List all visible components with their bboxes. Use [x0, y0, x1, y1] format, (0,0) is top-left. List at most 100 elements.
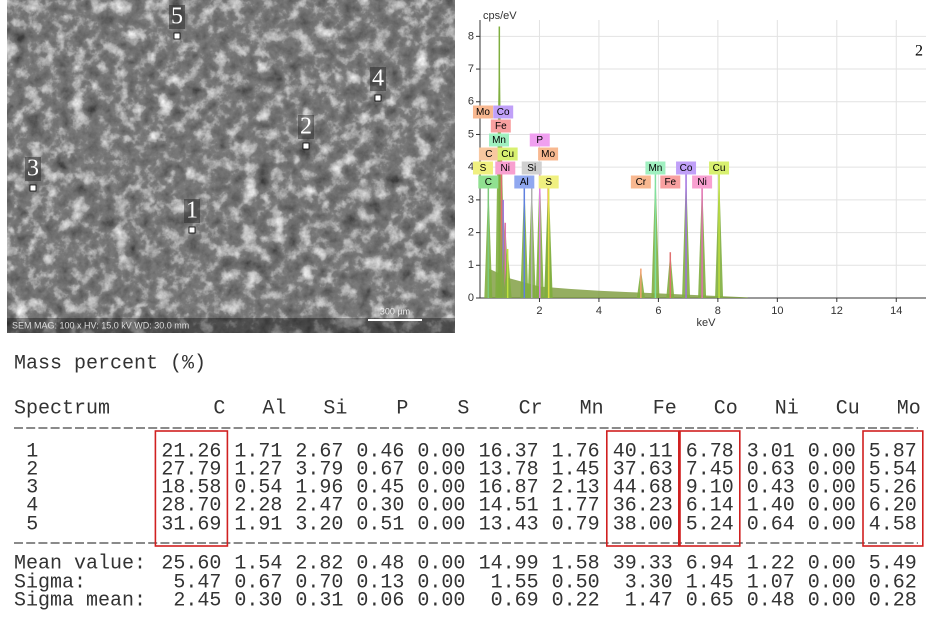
summary-cell: 0.00 [808, 571, 856, 594]
summary-cell: 1.45 [686, 571, 734, 594]
marker-point [374, 94, 382, 102]
summary-cell: 0.28 [869, 589, 917, 612]
summary-cell: 1.54 [234, 552, 282, 575]
marker-background [298, 115, 314, 139]
element-box [495, 161, 516, 175]
summary-cell: 0.62 [869, 571, 917, 594]
element-box [529, 133, 550, 147]
continuum-area [488, 268, 748, 298]
row-label: 5 [26, 513, 38, 536]
element-box [692, 175, 713, 189]
column-header: Fe [653, 397, 677, 420]
summary-cell: 39.33 [613, 552, 673, 575]
element-label: Fe [664, 177, 676, 188]
element-box [514, 175, 535, 189]
y-tick-label: 2 [468, 226, 474, 238]
sem-info-bar [7, 318, 455, 333]
marker-background [184, 199, 200, 223]
cell: 44.68 [613, 476, 673, 499]
element-box [676, 161, 697, 175]
sem-markers: 1 2 3 4 5 [25, 4, 386, 234]
cell: 0.00 [417, 440, 465, 463]
x-tick-label: 4 [596, 305, 602, 317]
highlight-box [154, 430, 229, 547]
cell: 1.45 [552, 458, 600, 481]
cell: 31.69 [161, 513, 221, 536]
y-tick-label: 6 [468, 96, 474, 108]
cell: 13.78 [479, 458, 539, 481]
cell: 27.79 [161, 458, 221, 481]
summary-label: Sigma: [14, 571, 86, 594]
cell: 4.58 [869, 513, 917, 536]
row-label: 4 [26, 494, 38, 517]
element-box [478, 147, 499, 161]
summary-cell: 0.31 [295, 589, 343, 612]
x-axis-label: keV [697, 317, 717, 329]
summary-cell: 1.22 [747, 552, 795, 575]
element-label: Co [680, 163, 693, 174]
element-box [630, 175, 651, 189]
element-box [497, 147, 518, 161]
column-header: Cr [519, 397, 543, 420]
summary-cell: 0.48 [747, 589, 795, 612]
x-tick-label: 8 [715, 305, 721, 317]
cell: 0.46 [356, 440, 404, 463]
element-label: Fe [495, 121, 507, 132]
summary-cell: 1.58 [552, 552, 600, 575]
cell: 6.78 [686, 440, 734, 463]
summary-cell: 0.13 [356, 571, 404, 594]
summary-cell: 14.99 [479, 552, 539, 575]
cell: 5.24 [686, 513, 734, 536]
marker-label: 2 [300, 114, 312, 140]
element-label: Co [497, 107, 510, 118]
column-header: P [396, 397, 408, 420]
x-tick-label: 6 [655, 305, 661, 317]
cell: 0.00 [417, 476, 465, 499]
cell: 0.00 [808, 440, 856, 463]
element-label: Mo [476, 107, 490, 118]
element-box [472, 105, 493, 119]
column-header: Si [323, 397, 347, 420]
summary-cell: 0.06 [356, 589, 404, 612]
sem-image [7, 0, 455, 333]
cell: 2.67 [295, 440, 343, 463]
summary-cell: 0.00 [417, 552, 465, 575]
element-box [489, 133, 510, 147]
summary-cell: 0.00 [417, 589, 465, 612]
summary-cell: 0.69 [491, 589, 539, 612]
x-tick-label: 14 [890, 305, 902, 317]
cell: 0.00 [808, 476, 856, 499]
cell: 0.79 [552, 513, 600, 536]
marker-label: 3 [27, 156, 39, 182]
cell: 14.51 [479, 494, 539, 517]
cell: 3.79 [295, 458, 343, 481]
cell: 2.47 [295, 494, 343, 517]
marker-label: 1 [186, 198, 198, 224]
element-label: Cu [713, 163, 726, 174]
summary-cell: 1.55 [491, 571, 539, 594]
x-tick-label: 10 [771, 305, 783, 317]
column-header: Ni [775, 397, 799, 420]
cell: 37.63 [613, 458, 673, 481]
marker-label: 4 [372, 66, 384, 92]
marker-point [29, 184, 37, 192]
marker-point [173, 32, 181, 40]
summary-cell: 0.50 [552, 571, 600, 594]
cell: 0.64 [747, 513, 795, 536]
cell: 38.00 [613, 513, 673, 536]
cell: 21.26 [161, 440, 221, 463]
y-tick-label: 4 [468, 161, 474, 173]
cell: 0.00 [808, 494, 856, 517]
y-tick-label: 8 [468, 30, 474, 42]
marker-background [169, 5, 185, 29]
element-label: C [485, 149, 492, 160]
element-label: S [480, 163, 487, 174]
column-header: Cu [836, 397, 860, 420]
y-axis-label: cps/eV [483, 10, 517, 22]
summary-cell: 2.82 [295, 552, 343, 575]
column-header: C [213, 397, 225, 420]
y-tick-label: 0 [468, 292, 474, 304]
summary-cell: 0.00 [808, 589, 856, 612]
cell: 1.91 [234, 513, 282, 536]
element-label: P [536, 135, 543, 146]
